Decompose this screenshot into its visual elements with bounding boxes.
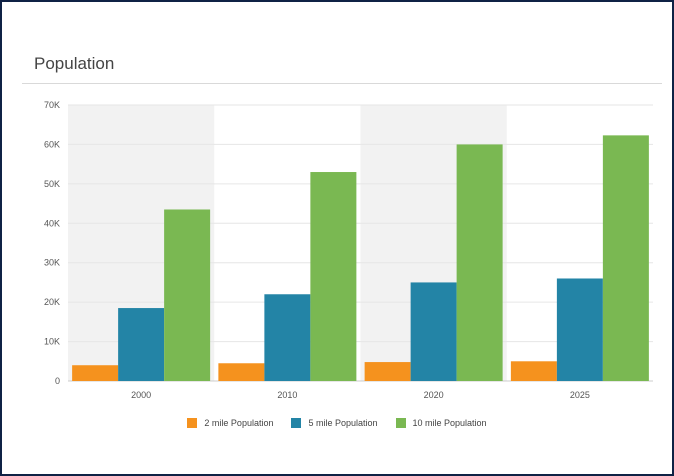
x-tick-label: 2000 — [131, 390, 151, 400]
y-tick-label: 50K — [44, 179, 60, 189]
y-tick-label: 70K — [44, 100, 60, 110]
bar-5-mile-population-2025 — [556, 278, 603, 381]
y-tick-label: 60K — [44, 139, 60, 149]
y-tick-label: 0 — [55, 376, 60, 386]
y-tick-label: 20K — [44, 297, 60, 307]
bar-2-mile-population-2020 — [364, 362, 411, 381]
legend-label: 5 mile Population — [308, 418, 378, 428]
legend-swatch — [187, 418, 198, 428]
legend-label: 10 mile Population — [412, 418, 487, 428]
legend-label: 2 mile Population — [204, 418, 274, 428]
bar-5-mile-population-2010 — [264, 294, 311, 381]
chart-title: Population — [34, 54, 115, 73]
legend-item[interactable]: 5 mile Population — [291, 418, 378, 428]
legend-swatch — [395, 418, 406, 428]
bar-5-mile-population-2020 — [410, 282, 457, 381]
x-tick-label: 2020 — [424, 390, 444, 400]
bar-5-mile-population-2000 — [118, 308, 165, 381]
legend-item[interactable]: 10 mile Population — [395, 418, 487, 428]
y-tick-label: 40K — [44, 218, 60, 228]
legend-item[interactable]: 2 mile Population — [187, 418, 273, 428]
title-divider — [22, 83, 662, 84]
legend-swatch — [291, 418, 302, 428]
bar-10-mile-population-2000 — [164, 209, 211, 381]
x-tick-label: 2025 — [570, 390, 590, 400]
chart-legend: 2 mile Population 5 mile Population 10 mil… — [0, 418, 674, 428]
bar-10-mile-population-2025 — [602, 135, 649, 381]
y-tick-label: 10K — [44, 337, 60, 347]
bar-2-mile-population-2025 — [510, 361, 557, 381]
bar-10-mile-population-2020 — [456, 144, 503, 381]
bar-10-mile-population-2010 — [310, 172, 357, 381]
bar-2-mile-population-2010 — [218, 363, 265, 381]
bar-2-mile-population-2000 — [72, 365, 119, 381]
x-tick-label: 2010 — [277, 390, 297, 400]
y-tick-label: 30K — [44, 258, 60, 268]
